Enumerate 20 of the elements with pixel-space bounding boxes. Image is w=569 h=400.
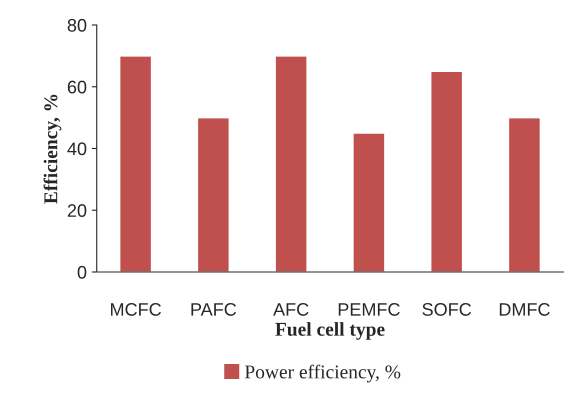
- y-axis-title: Efficiency, %: [43, 94, 62, 204]
- bar: [430, 70, 464, 272]
- bar: [196, 116, 230, 272]
- x-tick-label: PEMFC: [338, 303, 400, 316]
- x-tick-label: SOFC: [422, 303, 472, 316]
- y-tick-label: 40: [67, 142, 86, 156]
- y-tick-label: 80: [68, 18, 86, 32]
- y-tick-label: 20: [68, 204, 86, 217]
- legend-label: Power efficiency, %: [244, 364, 400, 382]
- bar: [118, 55, 152, 272]
- x-tick-label: DMFC: [500, 303, 550, 316]
- x-tick-label: PAFC: [191, 303, 236, 316]
- y-tick-label: 60: [68, 80, 86, 94]
- x-tick-label: AFC: [273, 303, 309, 316]
- x-axis-title: Fuel cell type: [275, 322, 385, 340]
- bar: [508, 116, 542, 272]
- bar: [352, 132, 386, 272]
- y-tick-label: 0: [78, 266, 86, 279]
- x-tick-label: MCFC: [111, 303, 161, 316]
- bar: [274, 55, 308, 272]
